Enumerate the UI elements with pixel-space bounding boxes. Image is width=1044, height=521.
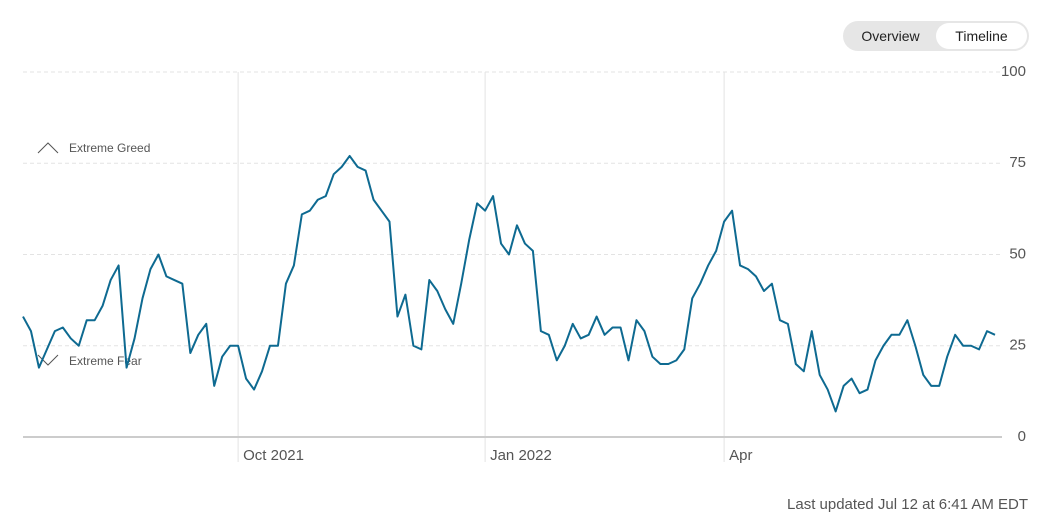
view-toggle: Overview Timeline — [843, 21, 1029, 51]
x-tick-label: Oct 2021 — [243, 447, 304, 464]
y-tick-label: 50 — [1009, 245, 1026, 262]
x-tick-label: Apr — [729, 447, 752, 464]
annotation: Extreme Fear — [69, 354, 142, 368]
footer: Last updated Jul 12 at 6:41 AM EDT — [787, 496, 1028, 513]
toggle-button[interactable]: Timeline — [936, 23, 1027, 49]
y-tick-label: 75 — [1009, 154, 1026, 171]
line — [22, 154, 996, 413]
y-tick-label: 100 — [1001, 63, 1026, 80]
greed-icon — [37, 142, 59, 154]
annotation: Extreme Greed — [69, 141, 150, 155]
y-tick-label: 0 — [1018, 428, 1026, 445]
toggle-button[interactable]: Overview — [861, 28, 920, 44]
fear-icon — [37, 354, 59, 366]
x-tick-label: Jan 2022 — [490, 447, 552, 464]
y-tick-label: 25 — [1009, 337, 1026, 354]
